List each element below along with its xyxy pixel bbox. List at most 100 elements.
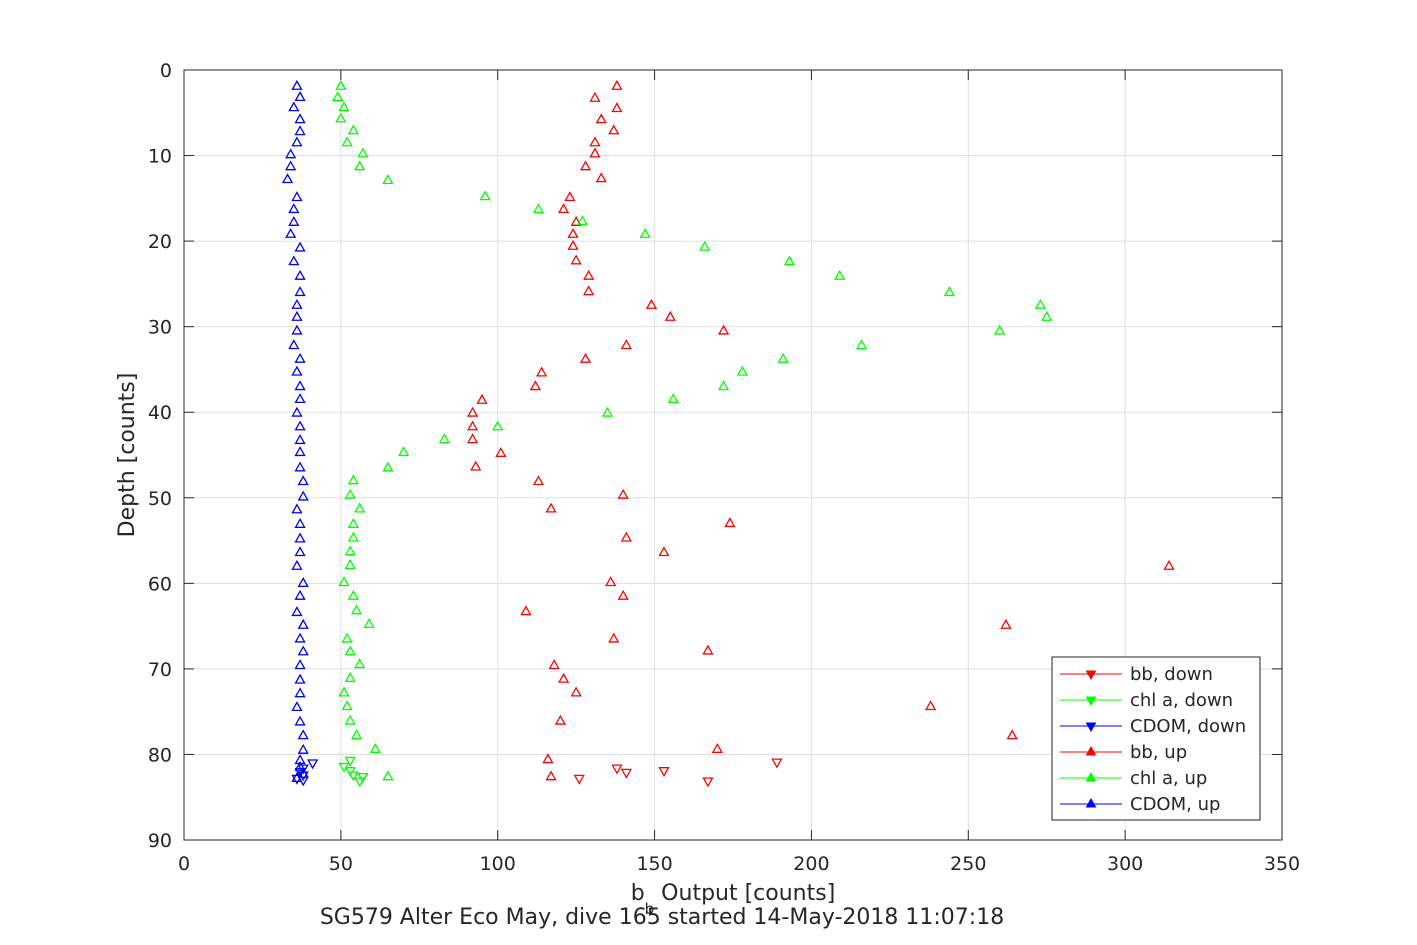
data-point — [354, 502, 366, 513]
data-point — [382, 461, 394, 472]
data-point — [338, 686, 350, 697]
data-point — [583, 285, 595, 296]
x-axis-label-main: b — [631, 881, 645, 906]
data-point — [294, 380, 306, 391]
data-point — [291, 365, 303, 376]
data-point — [925, 700, 937, 711]
y-axis-label: Depth [counts] — [115, 373, 140, 538]
data-point — [595, 172, 607, 183]
data-point — [658, 546, 670, 557]
legend: bb, down chl a, down CDOM, down bb, up chl a… — [1051, 656, 1261, 821]
data-point — [608, 632, 620, 643]
data-point — [350, 729, 363, 740]
data-point — [605, 576, 617, 587]
data-point — [564, 191, 576, 202]
data-point — [294, 760, 306, 771]
y-tick-label: 60 — [148, 573, 172, 595]
y-tick-label: 40 — [148, 402, 172, 424]
data-point — [288, 255, 300, 266]
data-point — [297, 645, 309, 656]
data-point — [645, 298, 658, 309]
y-tick-label: 50 — [148, 488, 172, 510]
data-point — [699, 240, 711, 251]
legend-label: bb, up — [1130, 742, 1187, 763]
data-point — [344, 671, 356, 682]
data-point — [1034, 298, 1047, 309]
data-point — [294, 269, 306, 280]
legend-label: chl a, down — [1130, 690, 1233, 711]
data-point — [294, 659, 306, 670]
data-point — [589, 147, 601, 158]
data-point — [639, 227, 651, 238]
data-point — [1041, 310, 1053, 321]
data-point — [344, 559, 356, 570]
data-point — [611, 764, 623, 775]
x-tick-label: 50 — [329, 853, 353, 875]
data-point — [943, 286, 956, 297]
series-bb-down — [573, 758, 783, 788]
data-point — [536, 366, 548, 377]
data-point — [554, 714, 567, 725]
data-point — [294, 446, 306, 457]
data-point — [338, 101, 350, 112]
data-point — [479, 190, 491, 201]
data-point — [294, 461, 306, 472]
data-point — [667, 393, 680, 404]
data-point — [658, 767, 670, 778]
data-point — [583, 269, 595, 280]
data-point — [545, 502, 557, 513]
data-point — [344, 545, 356, 556]
data-point — [382, 770, 394, 781]
data-point — [285, 160, 297, 171]
data-point — [589, 136, 601, 147]
data-point — [294, 393, 306, 404]
data-point — [771, 758, 783, 769]
data-point — [664, 310, 676, 321]
data-point — [702, 644, 714, 655]
data-point — [288, 203, 300, 214]
data-point — [294, 91, 306, 102]
data-point — [354, 658, 366, 669]
data-point — [285, 148, 297, 159]
data-point — [567, 239, 579, 250]
data-point — [332, 91, 344, 102]
data-point — [711, 742, 723, 753]
data-point — [620, 339, 632, 350]
data-point — [1163, 559, 1175, 570]
x-tick-label: 300 — [1107, 853, 1143, 875]
data-point — [545, 770, 557, 781]
data-point — [717, 380, 730, 391]
data-point — [291, 774, 303, 785]
y-tick-label: 30 — [148, 317, 172, 339]
series-chl-a-down — [338, 756, 369, 788]
data-point — [783, 255, 796, 266]
data-point — [341, 632, 353, 643]
data-point — [620, 531, 632, 542]
data-point — [294, 125, 306, 136]
data-point — [291, 79, 303, 90]
data-point — [467, 406, 479, 417]
data-point — [548, 659, 560, 670]
data-point — [281, 173, 294, 184]
chart-caption: SG579 Alter Eco May, dive 165 started 14… — [320, 905, 1004, 930]
x-tick-label: 250 — [950, 853, 986, 875]
data-point — [363, 618, 375, 629]
data-point — [294, 532, 306, 543]
data-point — [702, 777, 714, 788]
data-point — [344, 488, 356, 499]
series-bb-up — [467, 79, 1175, 781]
data-point — [557, 203, 570, 214]
data-point — [347, 589, 360, 600]
data-point — [347, 517, 360, 528]
x-tick-label: 0 — [178, 853, 190, 875]
data-point — [579, 160, 592, 171]
legend-marker — [1085, 722, 1097, 733]
series-chl-a-up — [332, 79, 1053, 781]
data-point — [470, 460, 482, 471]
data-point — [285, 227, 297, 238]
data-point — [291, 406, 303, 417]
data-point — [492, 420, 504, 431]
data-point — [291, 503, 303, 514]
data-point — [354, 160, 366, 171]
